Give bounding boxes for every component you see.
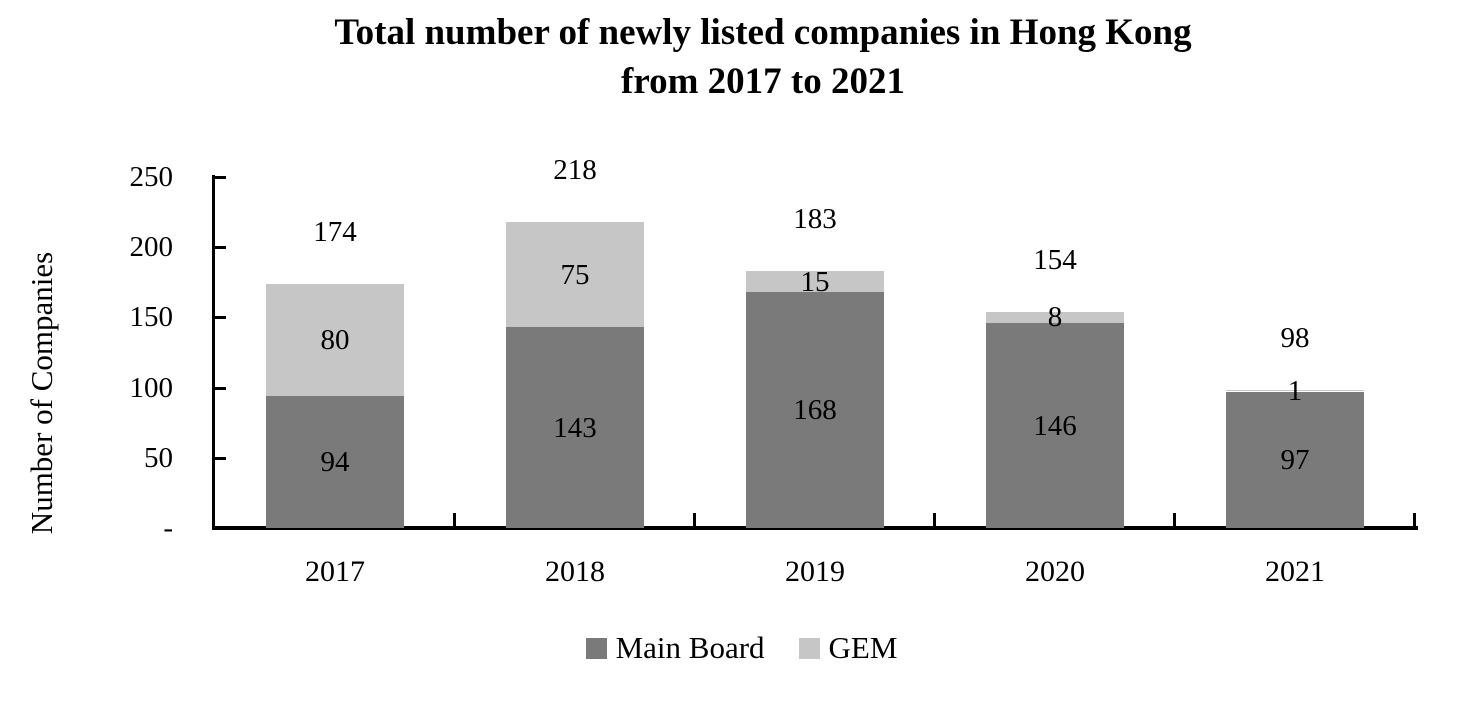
label-main-board-value: 143 <box>553 412 597 444</box>
legend-swatch-main-board <box>585 637 607 659</box>
label-gem-value: 75 <box>560 259 590 291</box>
y-axis-tick <box>215 316 226 319</box>
x-category-label: 2018 <box>545 555 605 588</box>
x-axis-tick <box>453 513 456 526</box>
x-axis-line <box>212 526 1418 530</box>
bar-segment-main-board <box>1226 392 1364 528</box>
label-gem-value: 80 <box>320 324 350 356</box>
label-total: 154 <box>1033 244 1077 276</box>
label-total: 98 <box>1280 322 1310 354</box>
chart-title: Total number of newly listed companies i… <box>63 8 1463 106</box>
y-tick-label: 200 <box>129 231 174 263</box>
label-gem-value: 1 <box>1287 375 1303 407</box>
x-axis-tick <box>693 513 696 526</box>
y-axis-line <box>212 175 215 530</box>
legend-item-gem: GEM <box>798 630 898 666</box>
label-total: 183 <box>793 203 837 235</box>
label-total: 174 <box>313 216 357 248</box>
label-main-board-value: 94 <box>320 446 350 478</box>
x-category-label: 2019 <box>785 555 845 588</box>
legend-swatch-gem <box>798 637 820 659</box>
bar-segment-gem <box>746 271 884 292</box>
y-axis-tick <box>215 457 226 460</box>
x-axis-tick <box>1413 513 1416 526</box>
label-main-board-value: 97 <box>1280 444 1310 476</box>
x-axis-tick <box>1173 513 1176 526</box>
x-category-label: 2021 <box>1265 555 1325 588</box>
legend-label-gem: GEM <box>828 630 898 665</box>
legend-item-main-board: Main Board <box>585 630 765 666</box>
x-category-label: 2020 <box>1025 555 1085 588</box>
bar-segment-main-board <box>506 327 644 528</box>
bar-segment-gem <box>986 312 1124 323</box>
label-gem-value: 8 <box>1047 301 1063 333</box>
chart-title-line-2: from 2017 to 2021 <box>621 61 905 102</box>
y-tick-label: - <box>163 512 173 544</box>
y-axis-tick <box>215 176 226 179</box>
bar-segment-main-board <box>746 292 884 528</box>
y-tick-label: 250 <box>129 161 174 193</box>
y-tick-label: 50 <box>144 442 173 474</box>
x-category-label: 2017 <box>305 555 365 588</box>
y-axis-tick <box>215 246 226 249</box>
legend-label-main-board: Main Board <box>615 630 765 665</box>
y-tick-label: 150 <box>129 301 174 333</box>
bar-segment-main-board <box>266 396 404 528</box>
bar-segment-gem <box>1226 390 1364 391</box>
label-total: 218 <box>553 154 597 186</box>
chart-title-line-1: Total number of newly listed companies i… <box>334 12 1192 53</box>
label-gem-value: 15 <box>800 266 830 298</box>
bar-segment-main-board <box>986 323 1124 528</box>
legend: Main Board GEM <box>10 630 1463 666</box>
bar-segment-gem <box>506 222 644 327</box>
label-main-board-value: 146 <box>1033 410 1077 442</box>
y-tick-label: 100 <box>129 372 174 404</box>
x-axis-tick <box>933 513 936 526</box>
bar-segment-gem <box>266 284 404 396</box>
y-axis-tick <box>215 387 226 390</box>
label-main-board-value: 168 <box>793 394 837 426</box>
